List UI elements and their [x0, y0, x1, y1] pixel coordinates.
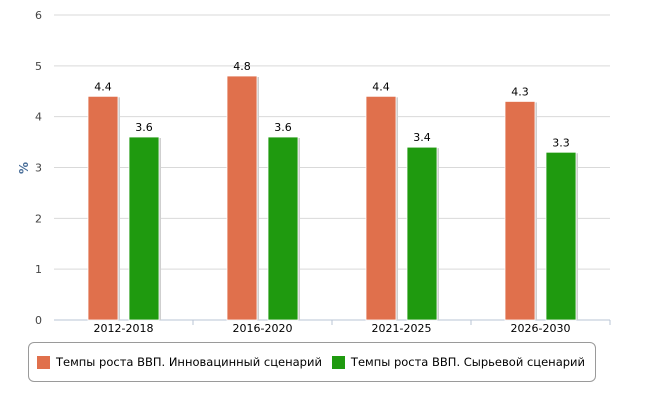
y-tick-label: 0 [35, 314, 42, 327]
data-label: 3.6 [135, 121, 153, 134]
legend: Темпы роста ВВП. Инновацинный сценарий Т… [28, 342, 596, 382]
x-tick-label: 2012-2018 [94, 322, 154, 335]
data-label: 4.4 [94, 80, 112, 93]
y-axis-label: % [17, 162, 31, 174]
x-tick-label: 2026-2030 [511, 322, 571, 335]
bar-raw-materials[interactable] [128, 136, 160, 321]
x-tick-label: 2016-2020 [233, 322, 293, 335]
chart-area: 0 1 2 3 4 5 6% 2012-2018 4.4 3.6 2016-2020 4.8 3.6 20… [17, 9, 611, 335]
y-tick-label: 4 [35, 111, 42, 124]
legend-item-innovation[interactable]: Темпы роста ВВП. Инновацинный сценарий [37, 355, 322, 369]
y-tick-label: 5 [35, 60, 42, 73]
bar-innovation[interactable] [226, 75, 258, 321]
data-label: 3.6 [274, 121, 292, 134]
legend-swatch-innovation [37, 355, 50, 369]
data-label: 4.4 [372, 80, 390, 93]
legend-label-raw-materials: Темпы роста ВВП. Сырьевой сценарий [350, 355, 585, 369]
bar-innovation[interactable] [87, 95, 119, 321]
data-label: 4.3 [511, 85, 529, 98]
bar-raw-materials[interactable] [406, 146, 438, 321]
data-label: 3.3 [552, 136, 570, 149]
legend-swatch-raw-materials [331, 355, 345, 369]
bar-innovation[interactable] [365, 95, 397, 321]
data-label: 3.4 [413, 131, 431, 144]
legend-item-raw-materials[interactable]: Темпы роста ВВП. Сырьевой сценарий [331, 355, 585, 369]
y-tick-label: 1 [35, 263, 42, 276]
y-tick-label: 2 [35, 212, 42, 225]
bar-innovation[interactable] [504, 101, 536, 321]
bar-raw-materials[interactable] [267, 136, 299, 321]
bar-raw-materials[interactable] [545, 151, 577, 321]
y-tick-label: 6 [35, 9, 42, 22]
legend-label-innovation: Темпы роста ВВП. Инновацинный сценарий [56, 355, 322, 369]
data-label: 4.8 [233, 60, 251, 73]
x-tick-label: 2021-2025 [372, 322, 432, 335]
y-tick-label: 3 [35, 162, 42, 175]
